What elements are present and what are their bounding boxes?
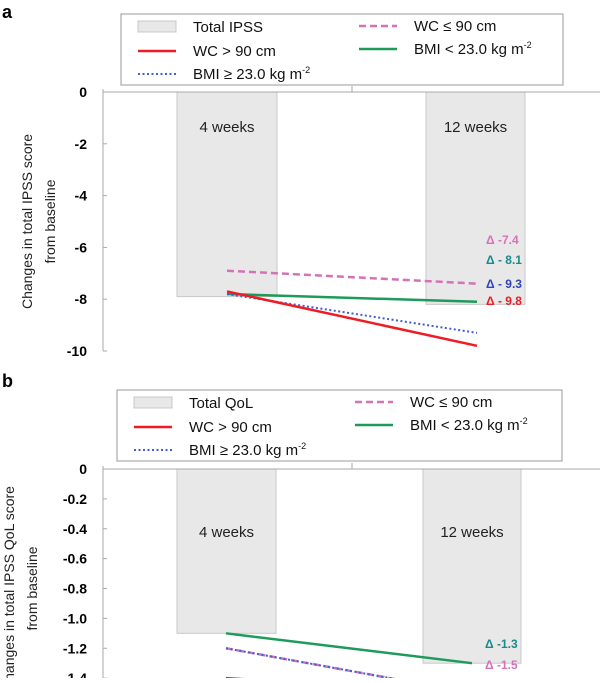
y-axis-label: Changes in total IPSS score [19,134,35,309]
legend-label: WC > 90 cm [189,419,272,436]
delta-label: Δ -1.5 [485,658,518,672]
category-label: 12 weeks [440,524,503,541]
legend-box [120,13,564,86]
y-tick-label: -0.2 [63,491,87,507]
legend-label: BMI ≥ 23.0 kg m-2 [189,441,306,459]
legend-label: BMI ≥ 23.0 kg m-2 [193,65,310,83]
legend-label: BMI < 23.0 kg m-2 [410,416,528,434]
series-line [226,290,478,348]
y-tick-label: -10 [67,343,87,359]
category-label: 4 weeks [199,119,254,136]
series-line [226,292,478,304]
legend-label: WC ≤ 90 cm [410,394,492,411]
category-label: 12 weeks [444,119,507,136]
legend-label: WC > 90 cm [193,43,276,60]
legend-swatch [137,20,177,33]
delta-label: Δ - 9.3 [486,277,522,291]
y-tick-label: -1.2 [63,640,87,656]
legend-label: Total IPSS [193,19,263,36]
delta-label: Δ - 8.1 [486,253,522,267]
y-tick-label: -2 [75,136,88,152]
panel-label: a [2,2,13,22]
bar [176,91,278,298]
legend-label: BMI < 23.0 kg m-2 [414,40,532,58]
legend-box [116,389,563,462]
y-tick-label: 0 [79,461,87,477]
y-tick-label: -6 [75,239,88,255]
y-tick-label: -1.4 [63,670,87,678]
series-line [225,647,423,683]
series-line [225,632,473,665]
legend-label: Total QoL [189,395,253,412]
panel-label: b [2,371,13,391]
series-line [225,647,424,683]
series-line [226,269,478,285]
y-tick-label: -1.0 [63,610,87,626]
y-tick-label: -0.6 [63,551,87,567]
y-tick-label: -0.8 [63,581,87,597]
y-axis-label: from baseline [42,179,58,263]
delta-label: Δ -7.4 [486,233,519,247]
y-tick-label: 0 [79,84,87,100]
legend-swatch [133,396,173,409]
y-tick-label: -8 [75,291,88,307]
y-tick-label: -4 [75,188,88,204]
y-axis-label: from baseline [24,546,40,630]
bar [425,91,526,305]
y-axis-label: Changes in total IPSS QoL score [1,486,17,678]
bar [176,468,277,634]
category-label: 4 weeks [199,524,254,541]
delta-label: Δ -1.3 [485,637,518,651]
legend-label: WC ≤ 90 cm [414,18,496,35]
bar [422,468,522,664]
y-tick-label: -0.4 [63,521,87,537]
delta-label: Δ - 9.8 [486,294,522,308]
